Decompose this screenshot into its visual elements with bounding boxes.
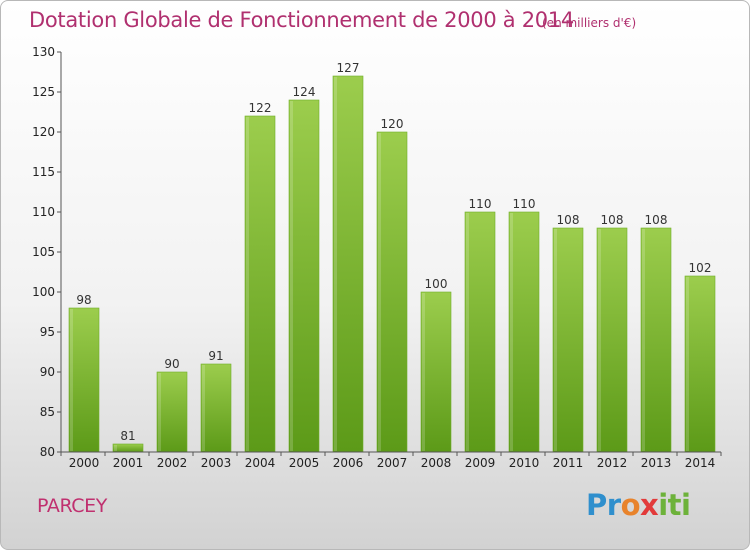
bar-highlight-2014 — [686, 277, 689, 451]
bar-2000 — [68, 307, 100, 453]
bar-2005 — [288, 99, 320, 453]
bar-2014 — [684, 275, 716, 453]
bar-highlight-2004 — [246, 117, 249, 451]
bar-2013 — [640, 227, 672, 453]
x-tick-label-2007: 2007 — [377, 456, 408, 470]
value-label-2011: 108 — [557, 213, 580, 227]
x-tick-label-2003: 2003 — [201, 456, 232, 470]
chart-title: Dotation Globale de Fonctionnement de 20… — [29, 8, 574, 32]
x-tick-label-2001: 2001 — [113, 456, 144, 470]
y-tick-label-105: 105 — [32, 245, 55, 259]
value-label-2012: 108 — [601, 213, 624, 227]
bar-highlight-2006 — [334, 77, 337, 451]
bar-2009 — [464, 211, 496, 453]
bar-highlight-2000 — [70, 309, 73, 451]
x-tick-label-2013: 2013 — [641, 456, 672, 470]
value-label-2014: 102 — [689, 261, 712, 275]
bar-highlight-2003 — [202, 365, 205, 451]
x-tick-label-2010: 2010 — [509, 456, 540, 470]
bar-highlight-2012 — [598, 229, 601, 451]
value-label-2009: 110 — [469, 197, 492, 211]
bar-2001 — [112, 443, 144, 453]
chart-subtitle: (en milliers d'€) — [542, 16, 637, 30]
bar-2003 — [200, 363, 232, 453]
bar-2007 — [376, 131, 408, 453]
commune-name: PARCEY — [37, 495, 107, 517]
bar-2002 — [156, 371, 188, 453]
bar-highlight-2011 — [554, 229, 557, 451]
logo-part-2: o — [620, 488, 641, 522]
bar-highlight-2013 — [642, 229, 645, 451]
bar-2011 — [552, 227, 584, 453]
bar-2006 — [332, 75, 364, 453]
logo-part-1: Pr — [586, 488, 621, 522]
x-tick-label-2004: 2004 — [245, 456, 276, 470]
x-tick-label-2009: 2009 — [465, 456, 496, 470]
logo-part-3: x — [640, 488, 659, 522]
y-tick-label-80: 80 — [40, 445, 55, 459]
bar-highlight-2010 — [510, 213, 513, 451]
x-tick-label-2008: 2008 — [421, 456, 452, 470]
value-label-2004: 122 — [249, 101, 272, 115]
y-tick-label-85: 85 — [40, 405, 55, 419]
x-tick-label-2005: 2005 — [289, 456, 320, 470]
value-label-2001: 81 — [120, 429, 135, 443]
value-label-2000: 98 — [76, 293, 91, 307]
bar-2004 — [244, 115, 276, 453]
y-tick-label-95: 95 — [40, 325, 55, 339]
value-label-2010: 110 — [513, 197, 536, 211]
y-tick-label-125: 125 — [32, 85, 55, 99]
bar-highlight-2001 — [114, 445, 117, 451]
bar-2012 — [596, 227, 628, 453]
value-label-2002: 90 — [164, 357, 179, 371]
y-tick-label-120: 120 — [32, 125, 55, 139]
x-tick-label-2002: 2002 — [157, 456, 188, 470]
value-label-2007: 120 — [381, 117, 404, 131]
bar-highlight-2002 — [158, 373, 161, 451]
value-label-2005: 124 — [293, 85, 316, 99]
y-tick-label-130: 130 — [32, 45, 55, 59]
proxiti-logo[interactable]: Proxiti — [586, 488, 691, 522]
value-label-2013: 108 — [645, 213, 668, 227]
bar-highlight-2007 — [378, 133, 381, 451]
logo-part-4: iti — [658, 488, 691, 522]
x-tick-label-2012: 2012 — [597, 456, 628, 470]
bar-highlight-2009 — [466, 213, 469, 451]
value-label-2003: 91 — [208, 349, 223, 363]
x-tick-label-2011: 2011 — [553, 456, 584, 470]
bar-highlight-2005 — [290, 101, 293, 451]
x-tick-label-2014: 2014 — [685, 456, 716, 470]
x-tick-label-2000: 2000 — [69, 456, 100, 470]
bar-highlight-2008 — [422, 293, 425, 451]
y-tick-label-110: 110 — [32, 205, 55, 219]
bar-2008 — [420, 291, 452, 453]
value-label-2006: 127 — [337, 61, 360, 75]
y-tick-label-90: 90 — [40, 365, 55, 379]
y-tick-label-115: 115 — [32, 165, 55, 179]
y-tick-label-100: 100 — [32, 285, 55, 299]
bar-2010 — [508, 211, 540, 453]
x-tick-label-2006: 2006 — [333, 456, 364, 470]
value-label-2008: 100 — [425, 277, 448, 291]
